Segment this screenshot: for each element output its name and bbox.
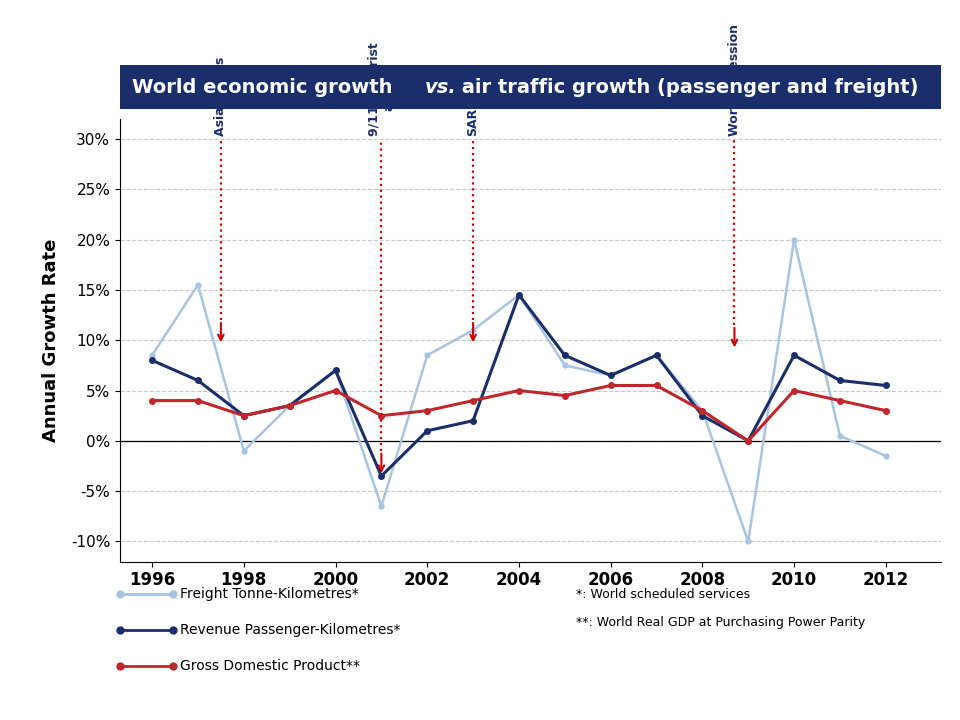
Text: Freight Tonne-Kilometres*: Freight Tonne-Kilometres*	[180, 587, 359, 601]
Text: Revenue Passenger-Kilometres*: Revenue Passenger-Kilometres*	[180, 623, 401, 637]
Text: SARS: SARS	[467, 99, 480, 136]
Text: Asian crisis: Asian crisis	[214, 57, 228, 136]
Text: *: World scheduled services: *: World scheduled services	[576, 588, 750, 600]
Text: World economic growth: World economic growth	[132, 78, 398, 96]
Text: **: World Real GDP at Purchasing Power Parity: **: World Real GDP at Purchasing Power P…	[576, 616, 865, 629]
Y-axis label: Annual Growth Rate: Annual Growth Rate	[42, 238, 60, 442]
Text: World recession: World recession	[728, 24, 741, 136]
Text: Gross Domestic Product**: Gross Domestic Product**	[180, 659, 361, 673]
Text: air traffic growth (passenger and freight): air traffic growth (passenger and freigh…	[455, 78, 919, 96]
Text: 9/11 terrorist
attack: 9/11 terrorist attack	[368, 42, 396, 136]
Text: vs.: vs.	[424, 78, 456, 96]
